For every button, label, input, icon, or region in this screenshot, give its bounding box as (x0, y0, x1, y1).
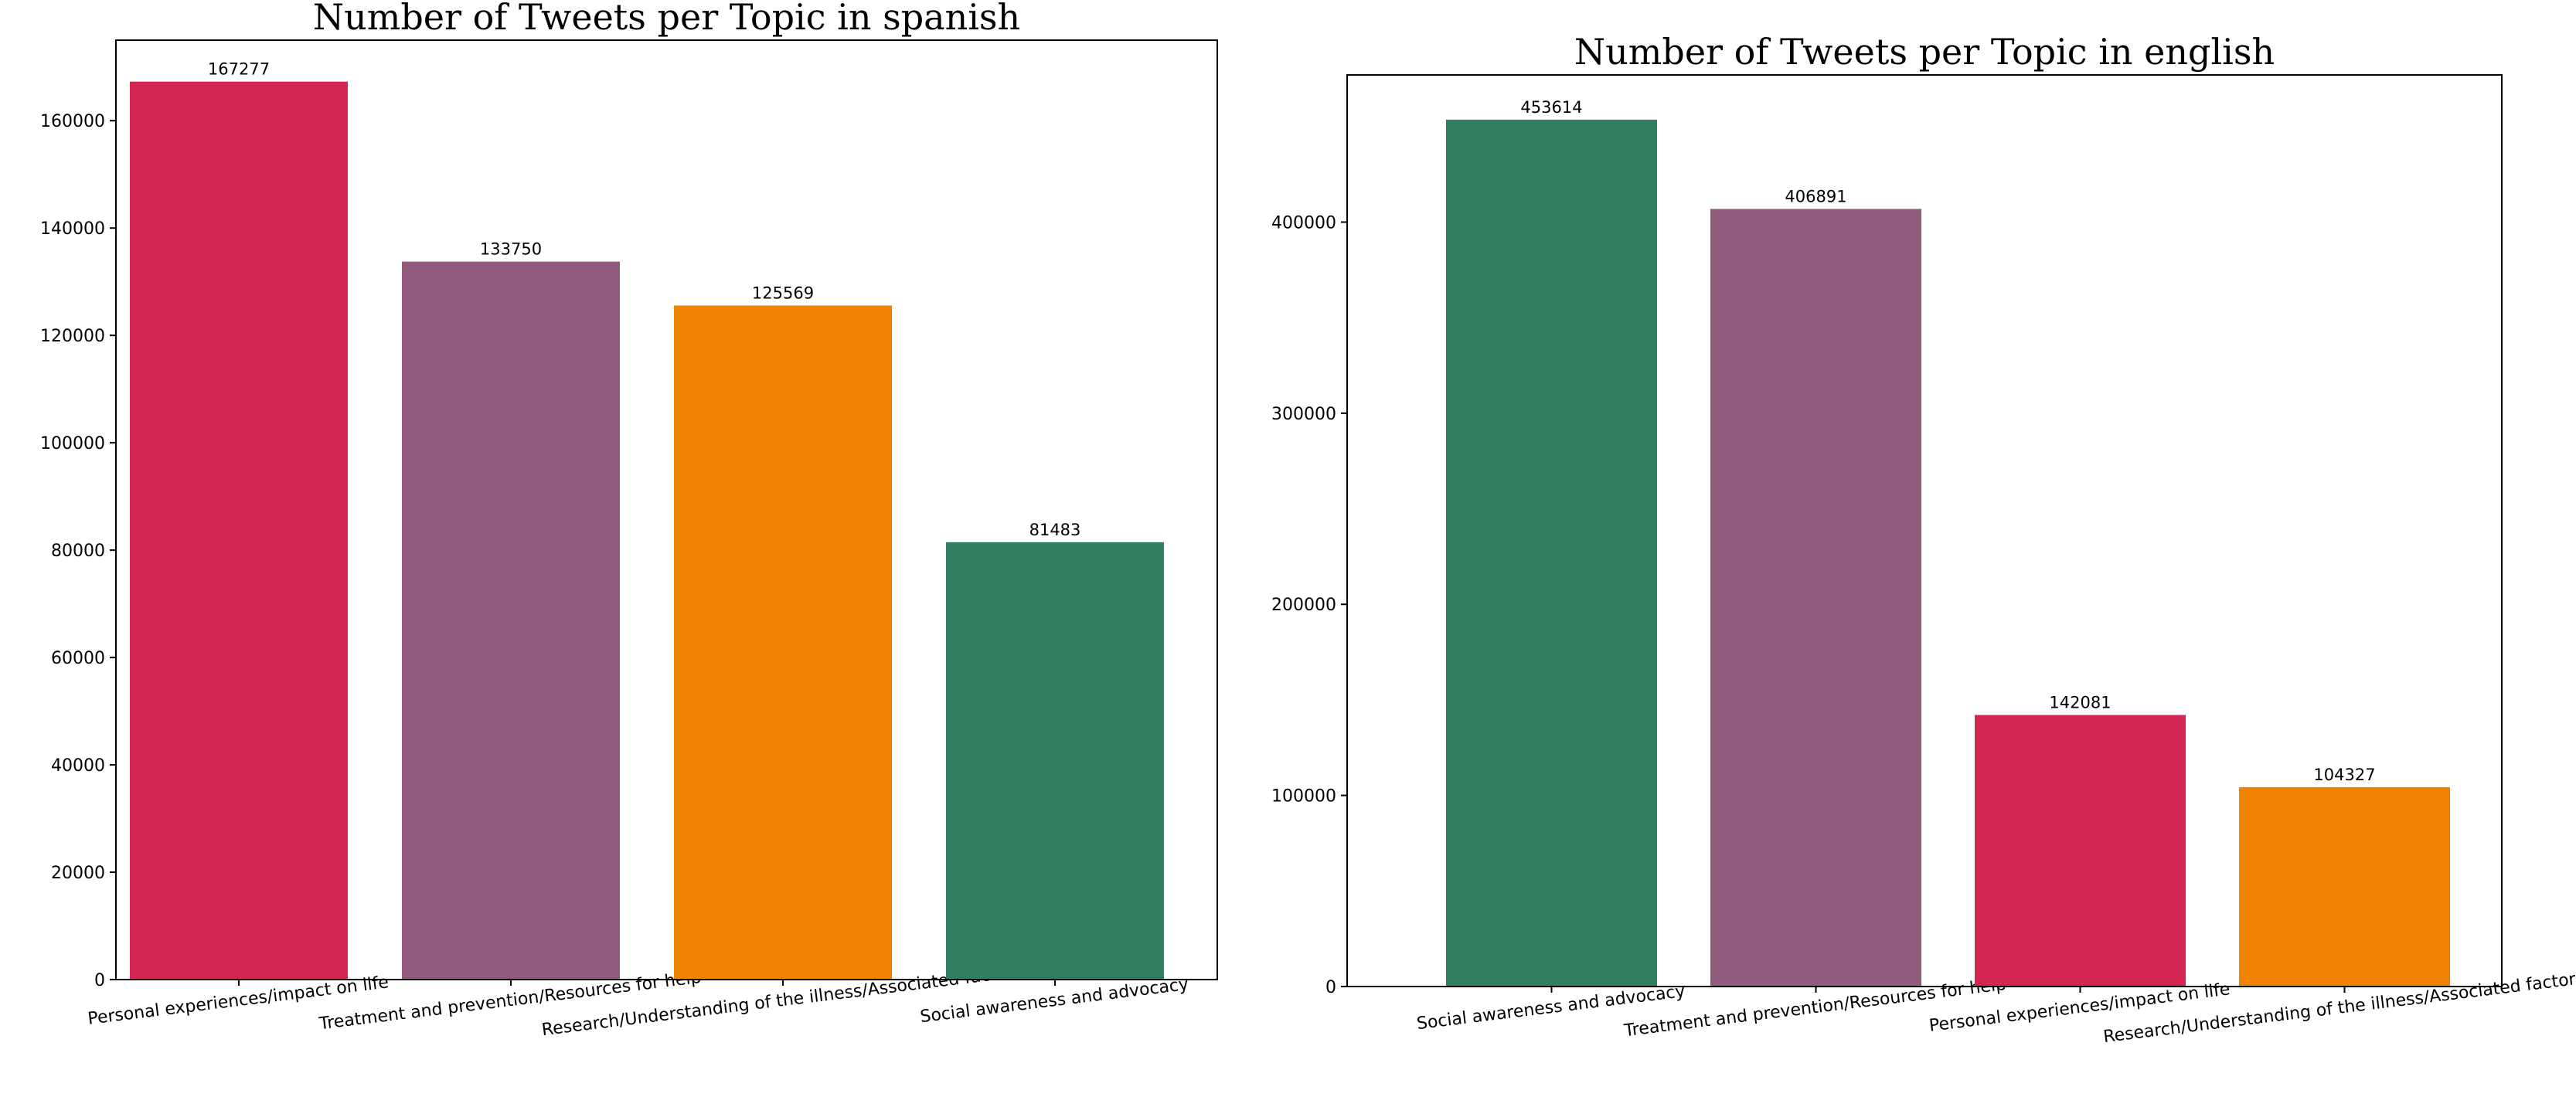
bar (1710, 209, 1921, 987)
data-label: 167277 (208, 60, 270, 79)
y-tick-label: 100000 (1271, 787, 1336, 807)
data-label: 453614 (1520, 98, 1582, 117)
chart-spanish: Number of Tweets per Topic in spanish 167… (40, 0, 1218, 1040)
y-tick-label: 200000 (1271, 596, 1336, 615)
axes-frame (1346, 74, 2503, 987)
bar (1446, 119, 1657, 987)
bar (2239, 786, 2450, 987)
data-label: 142081 (2049, 694, 2111, 712)
bar (130, 81, 348, 980)
bar (402, 261, 620, 980)
y-tick-label: 0 (94, 971, 105, 990)
bar (674, 305, 892, 980)
y-tick-label: 100000 (40, 434, 105, 453)
chart-english: Number of Tweets per Topic in english 453… (1271, 31, 2576, 1047)
y-tick-label: 0 (1325, 978, 1336, 997)
bar (1975, 715, 2186, 987)
y-tick-label: 80000 (51, 542, 105, 561)
bar (946, 542, 1164, 980)
y-tick-label: 160000 (40, 112, 105, 131)
y-tick-label: 20000 (51, 864, 105, 883)
data-label: 125569 (752, 284, 814, 302)
data-label: 133750 (480, 240, 542, 259)
data-label: 81483 (1029, 521, 1081, 539)
y-tick-label: 140000 (40, 219, 105, 239)
y-tick-label: 300000 (1271, 405, 1336, 424)
y-tick-label: 400000 (1271, 213, 1336, 233)
y-tick-label: 60000 (51, 649, 105, 668)
chart-title: Number of Tweets per Topic in spanish (313, 0, 1020, 38)
y-tick-label: 120000 (40, 327, 105, 346)
y-tick-label: 40000 (51, 756, 105, 776)
data-label: 104327 (2313, 766, 2375, 784)
axes-frame (115, 39, 1218, 980)
data-label: 406891 (1785, 187, 1846, 205)
chart-title: Number of Tweets per Topic in english (1574, 31, 2275, 73)
